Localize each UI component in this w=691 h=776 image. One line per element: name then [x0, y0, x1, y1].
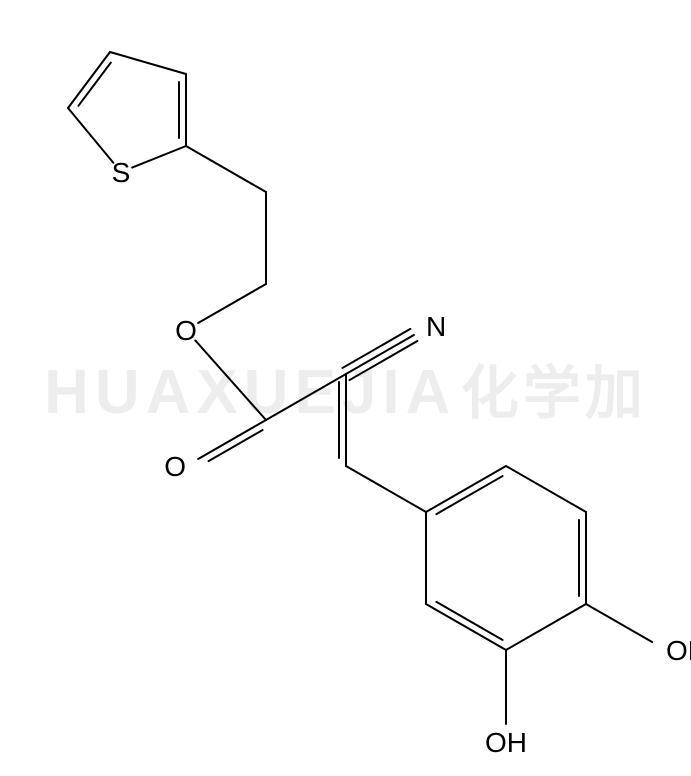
molecule-diagram: S O O N OH OH — [0, 0, 691, 776]
atom-label-O_dbl: O — [164, 451, 186, 482]
atom-label-O_ester: O — [175, 315, 197, 346]
atom-label-S_thio: S — [112, 157, 131, 188]
atom-label-OH5: OH — [485, 727, 527, 758]
atom-label-N_cn: N — [426, 311, 446, 342]
atom-label-OH4: OH — [666, 635, 691, 666]
